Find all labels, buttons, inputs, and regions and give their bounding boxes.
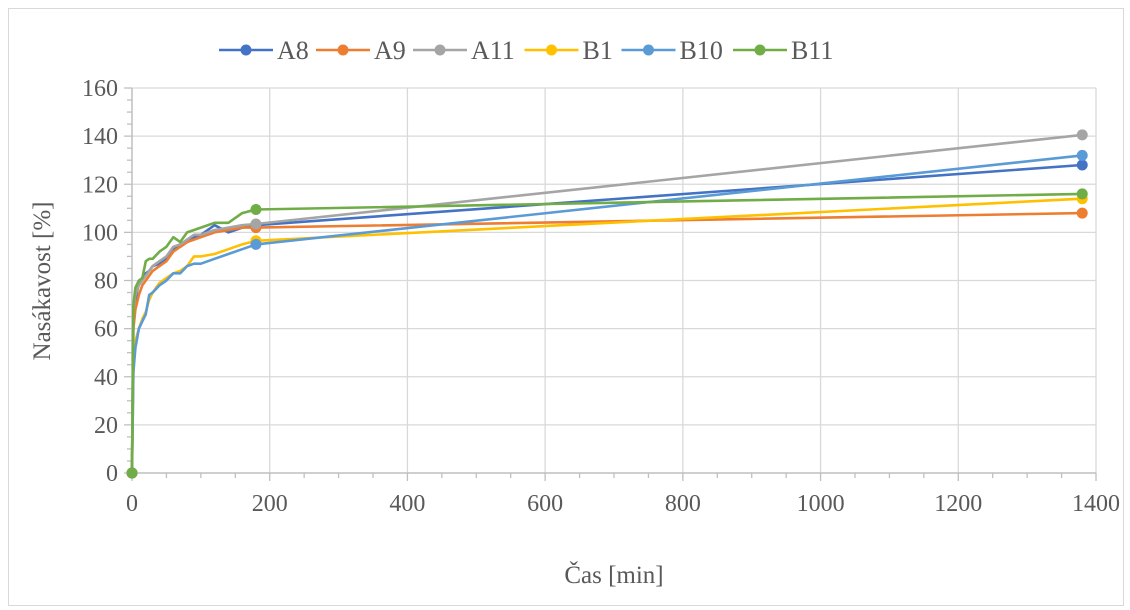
series-line-b10 — [130, 154, 1084, 475]
series-line-a11 — [130, 133, 1084, 475]
x-axis-title: Čas [min] — [564, 561, 663, 589]
series-a9 — [126, 207, 1088, 479]
legend-item-b1: B1 — [524, 36, 613, 65]
data-point-a8 — [1076, 159, 1088, 171]
series-line-a8 — [130, 163, 1084, 475]
y-tick-label: 80 — [94, 269, 118, 295]
series-line-a9 — [130, 211, 1084, 475]
x-tick-label: 200 — [252, 491, 288, 517]
y-tick-label: 160 — [82, 76, 118, 102]
x-tick-label: 0 — [126, 491, 138, 517]
legend-label: A8 — [277, 36, 309, 65]
legend-label: B11 — [791, 36, 833, 65]
series-a11 — [126, 129, 1088, 479]
legend-swatch-marker — [754, 44, 766, 56]
data-point-b10 — [250, 238, 262, 250]
series-lines — [126, 129, 1088, 479]
y-tick-label: 0 — [106, 461, 118, 487]
data-point-b10 — [1076, 149, 1088, 161]
legend-swatch-marker — [240, 44, 252, 56]
legend-item-b11: B11 — [733, 36, 833, 65]
legend: A8 A9 A11 B1 B10 B11 — [219, 36, 833, 65]
data-point-b11 — [250, 204, 262, 216]
x-tick-label: 600 — [527, 491, 563, 517]
legend-label: B10 — [680, 36, 723, 65]
series-line-b1 — [130, 197, 1084, 475]
legend-item-a8: A8 — [219, 36, 309, 65]
x-tick-label: 800 — [665, 491, 701, 517]
y-tick-label: 140 — [82, 124, 118, 150]
series-line-b11 — [130, 192, 1084, 475]
data-point-a9 — [1076, 207, 1088, 219]
x-tick-label: 400 — [389, 491, 425, 517]
y-tick-label: 60 — [94, 317, 118, 343]
line-chart: 0 200 400 600 800 1000 1200 1400 0 20 40 60 80 100 120… — [29, 36, 1120, 589]
data-point-a11 — [250, 218, 262, 230]
series-b1 — [126, 193, 1088, 479]
x-tick-label: 1400 — [1072, 491, 1120, 517]
legend-swatch-marker — [643, 44, 654, 56]
series-b11 — [126, 188, 1088, 479]
x-tick-label: 1000 — [797, 491, 845, 517]
legend-swatch-marker — [546, 44, 557, 56]
legend-item-a9: A9 — [316, 36, 406, 65]
y-tick-label: 100 — [82, 220, 118, 246]
data-point-a11 — [1076, 129, 1088, 141]
y-tick-label: 120 — [82, 172, 118, 198]
legend-item-a11: A11 — [413, 36, 515, 65]
data-point-b11 — [126, 467, 138, 479]
legend-label: A11 — [471, 36, 515, 65]
chart-frame: 0 200 400 600 800 1000 1200 1400 0 20 40 60 80 100 120… — [8, 8, 1124, 606]
data-point-b11 — [1076, 188, 1088, 200]
legend-label: B1 — [583, 36, 613, 65]
y-tick-label: 20 — [94, 413, 118, 439]
legend-label: A9 — [374, 36, 406, 65]
legend-swatch-marker — [434, 44, 446, 56]
axes: 0 200 400 600 800 1000 1200 1400 0 20 40 60 80 100 120… — [82, 76, 1120, 517]
y-tick-label: 40 — [94, 365, 118, 391]
legend-item-b10: B10 — [621, 36, 723, 65]
y-axis-title: Nasákavost [%] — [29, 202, 56, 361]
x-tick-label: 1200 — [934, 491, 982, 517]
gridlines — [132, 87, 1097, 473]
legend-swatch-marker — [337, 44, 349, 56]
